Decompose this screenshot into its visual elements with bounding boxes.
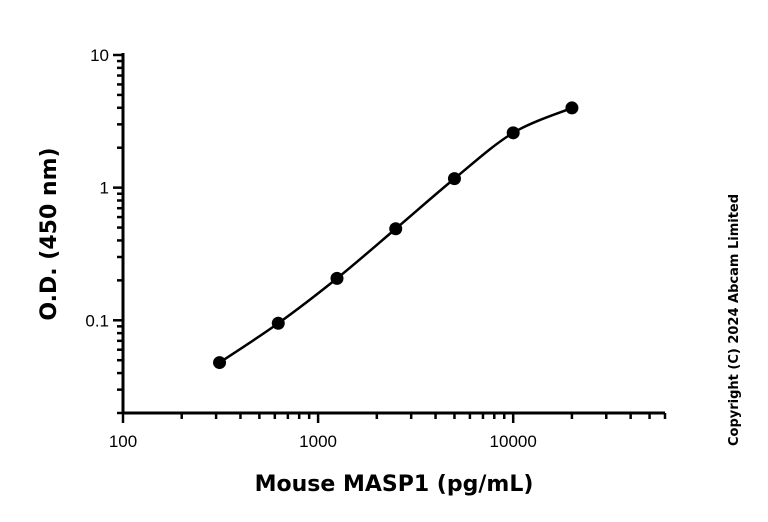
copyright-text: Copyright (C) 2024 Abcam Limited — [727, 194, 742, 446]
x-tick-label: 10000 — [490, 432, 537, 451]
axes: 100 1000 10000 0.1 1 10 — [85, 46, 667, 451]
data-point — [271, 316, 285, 330]
y-tick-label: 10 — [90, 46, 109, 65]
y-tick-label: 1 — [100, 179, 109, 198]
data-point — [506, 126, 520, 140]
data-point — [330, 271, 344, 285]
data-points — [213, 101, 579, 370]
x-tick-label: 100 — [109, 432, 137, 451]
x-axis-title: Mouse MASP1 (pg/mL) — [255, 472, 534, 497]
y-tick-label: 0.1 — [85, 311, 109, 330]
data-point — [565, 101, 579, 115]
x-tick-label: 1000 — [299, 432, 337, 451]
data-point — [447, 172, 461, 186]
y-axis-title: O.D. (450 nm) — [37, 147, 62, 320]
data-point — [213, 356, 227, 370]
data-point — [389, 222, 403, 236]
